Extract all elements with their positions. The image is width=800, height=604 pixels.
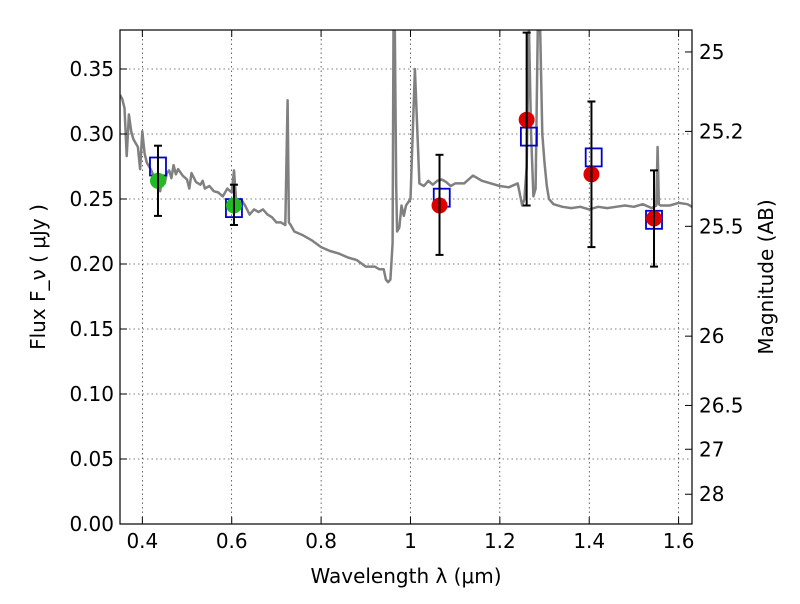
y-tick-label: 0.20 xyxy=(69,252,114,276)
ticks: 0.4 0.6 0.8 1 1.2 1.4 1.6 0.00 0.05 0.10 0.15 0.20 0… xyxy=(69,30,744,553)
right-tick-label: 25.5 xyxy=(699,214,744,238)
model-square-marker xyxy=(584,147,603,168)
x-tick-label: 1 xyxy=(404,529,417,553)
plot-frame xyxy=(119,29,693,525)
y-tick-label: 0.35 xyxy=(69,57,114,81)
x-tick-label: 1.4 xyxy=(573,529,605,553)
x-tick-label: 0.8 xyxy=(305,529,337,553)
x-tick-label: 1.6 xyxy=(663,529,695,553)
plot-background xyxy=(120,30,692,524)
right-tick-label: 26 xyxy=(699,324,724,348)
x-tick-label: 0.6 xyxy=(216,529,248,553)
y-tick-label: 0.05 xyxy=(69,447,114,471)
right-tick-label: 25.2 xyxy=(699,119,744,143)
data-layer xyxy=(120,30,692,284)
spectrum-line xyxy=(120,30,692,284)
x-tick-label: 0.4 xyxy=(126,529,158,553)
errorbar-layer xyxy=(149,31,663,268)
x-axis-title: Wavelength λ (μm) xyxy=(310,564,501,588)
y-tick-label: 0.25 xyxy=(69,187,114,211)
y-tick-label: 0.30 xyxy=(69,122,114,146)
y-tick-label: 0.15 xyxy=(69,317,114,341)
right-tick-label: 27 xyxy=(699,437,724,461)
right-tick-label: 28 xyxy=(699,482,724,506)
right-tick-label: 26.5 xyxy=(699,393,744,417)
model-square-marker xyxy=(519,126,538,147)
y-tick-label: 0.00 xyxy=(69,512,114,536)
right-tick-label: 25 xyxy=(699,40,724,64)
x-tick-label: 1.2 xyxy=(484,529,516,553)
right-axis-title: Magnitude (AB) xyxy=(754,199,778,354)
y-tick-label: 0.10 xyxy=(69,382,114,406)
y-axis-title: Flux F_ν ( μJy ) xyxy=(26,204,50,350)
